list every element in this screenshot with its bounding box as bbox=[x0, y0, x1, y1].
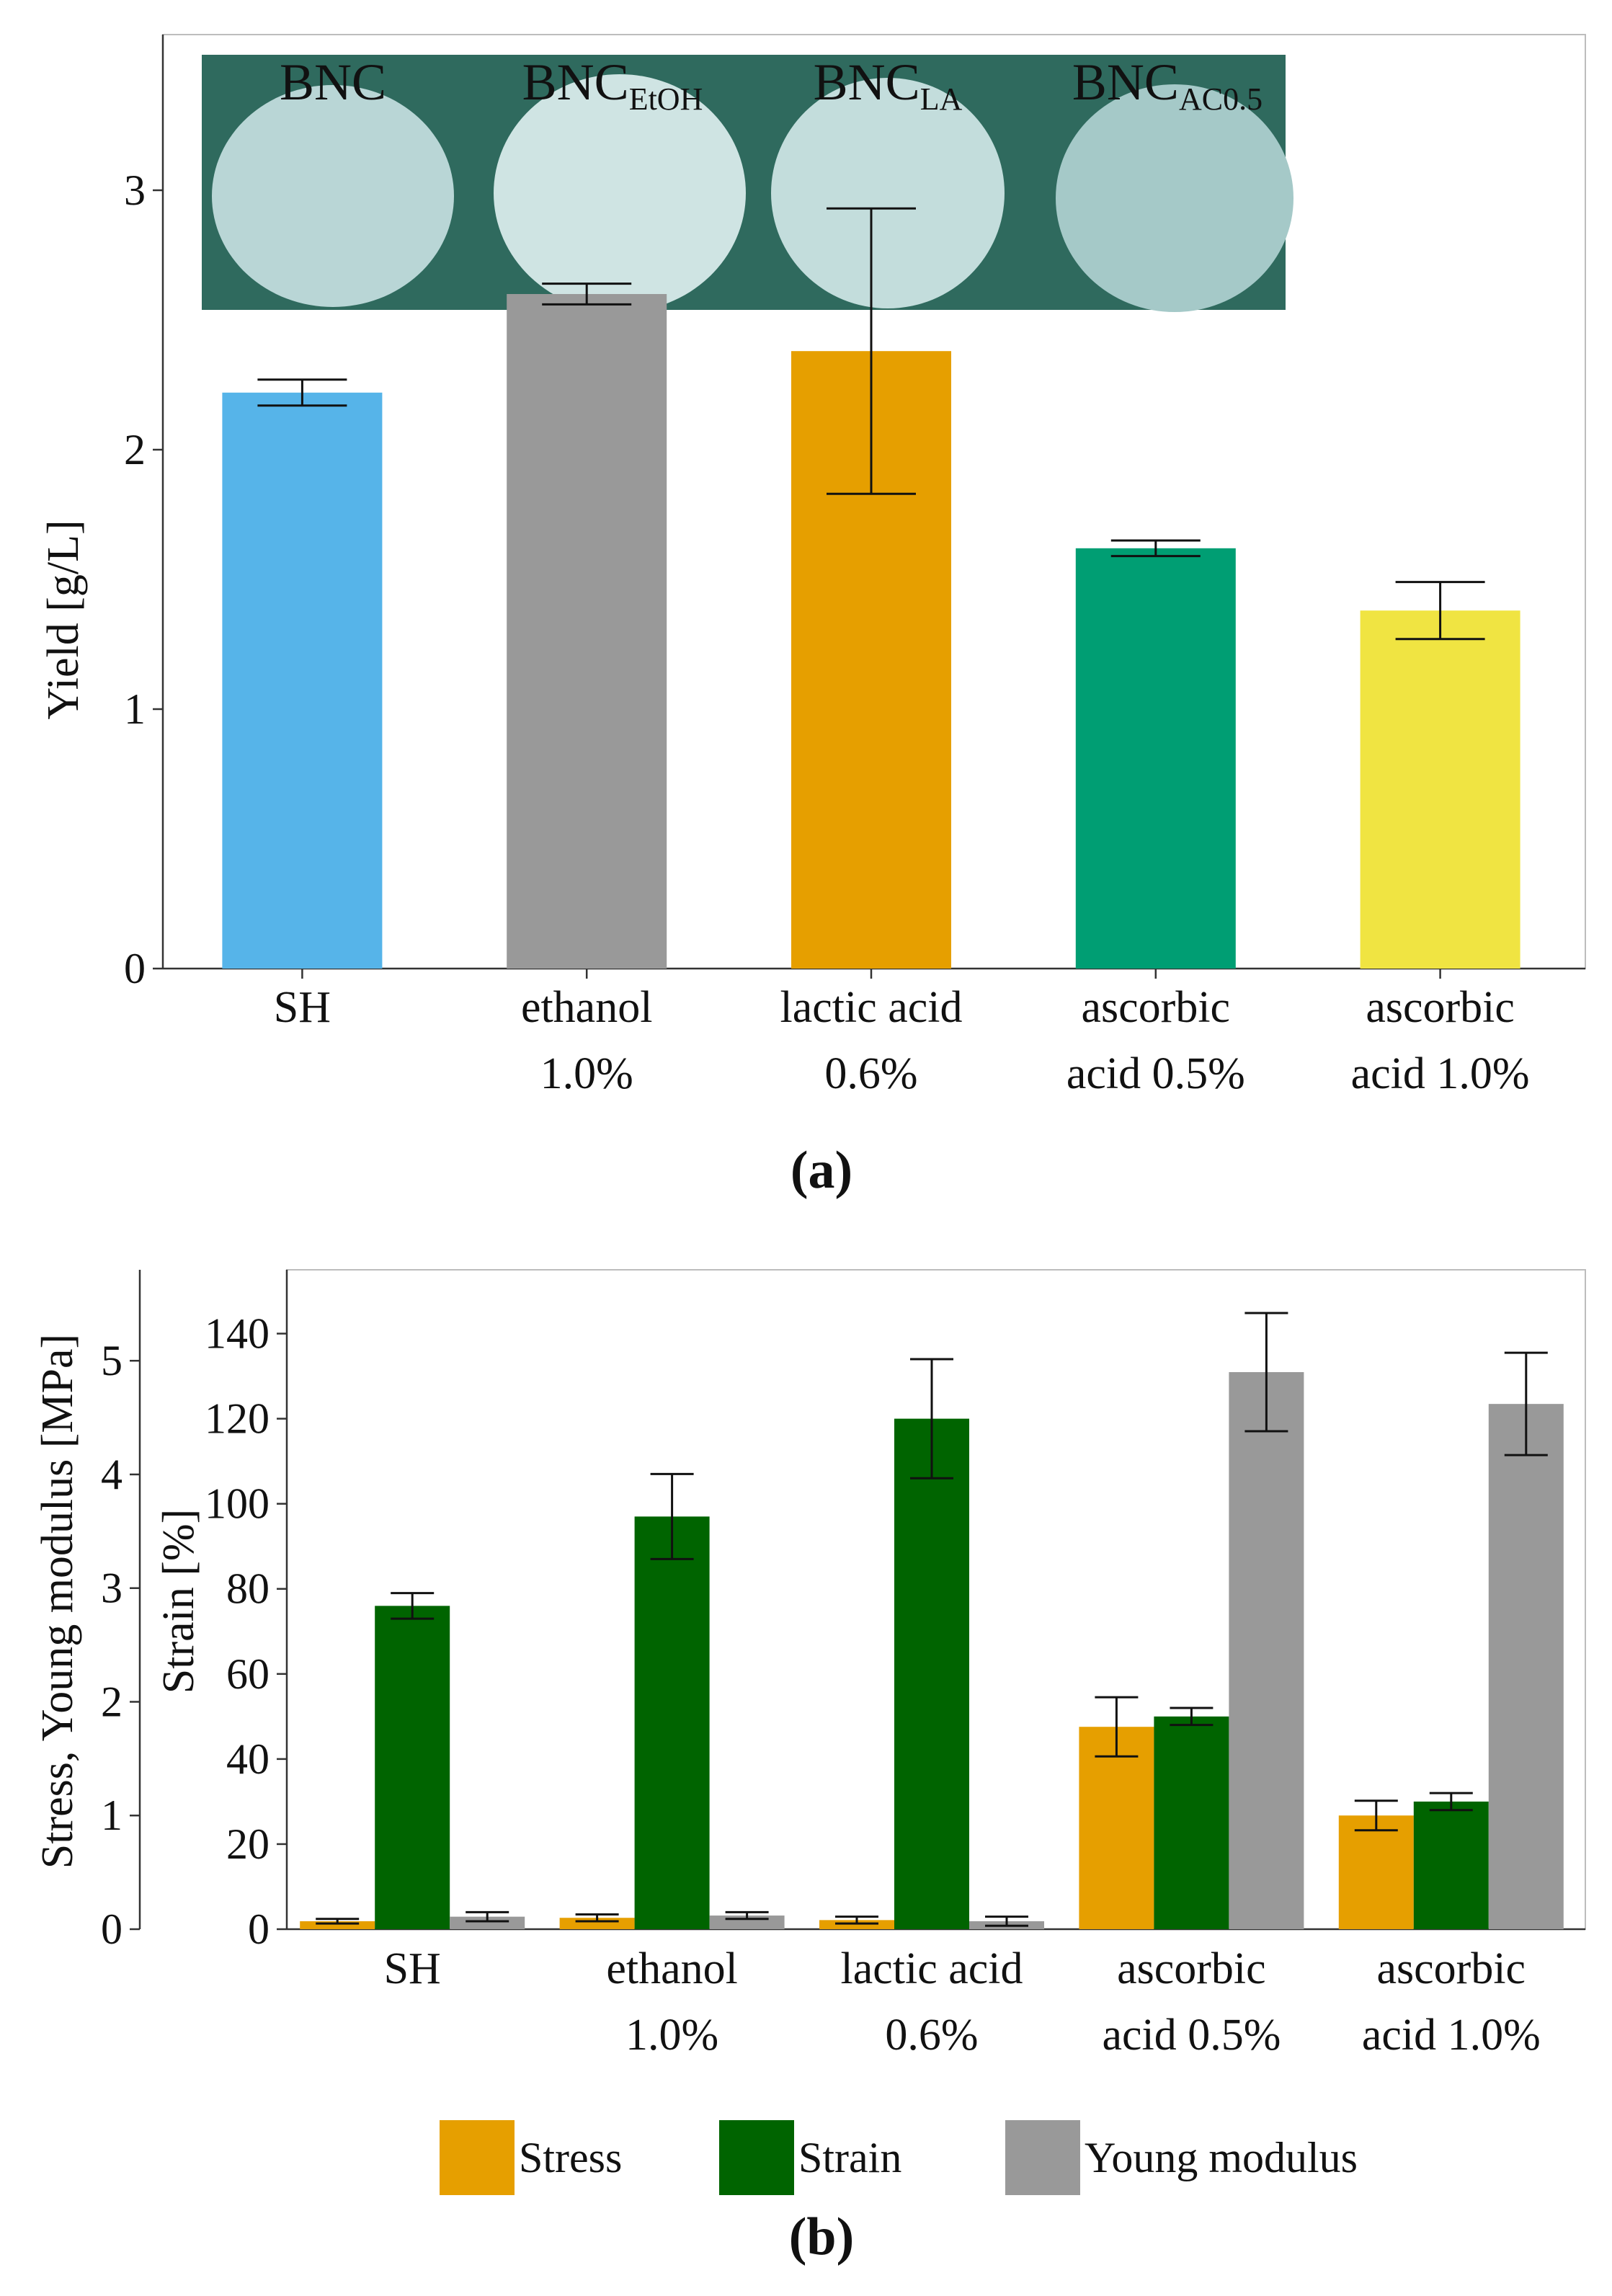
panel-b-left-y-axis-label: Stress, Young modulus [MPa] bbox=[33, 1334, 82, 1869]
panel-a-x-tick-label: 0.6% bbox=[824, 1049, 917, 1098]
bar-yield-sh bbox=[222, 392, 383, 969]
photo-label-bnc-la: BNCLA bbox=[814, 53, 963, 117]
panel-b-legend: Stress Strain Young modulus bbox=[440, 2120, 1358, 2195]
bar-young-modulus-sh bbox=[450, 1916, 525, 1929]
legend-swatch-stress bbox=[440, 2120, 515, 2195]
photo-label-bnc-ac0-5: BNCAC0.5 bbox=[1072, 53, 1263, 117]
legend-label-strain: Strain bbox=[798, 2134, 901, 2181]
panel-b-strain-y-tick-label: 40 bbox=[226, 1735, 270, 1783]
panel-b-left-y-tick-label: 3 bbox=[101, 1565, 123, 1612]
legend-label-stress: Stress bbox=[519, 2134, 622, 2181]
bar-strain-ethanol-1-0 bbox=[634, 1516, 710, 1929]
membrane-bnc-etoh bbox=[494, 74, 746, 312]
panel-b-x-tick-label: ascorbic bbox=[1117, 1944, 1266, 1993]
bar-stress-lactic-acid-0-6 bbox=[819, 1920, 894, 1929]
bar-strain-ascorbic-acid-0-5 bbox=[1154, 1716, 1229, 1929]
panel-b-strain-y-tick-label: 100 bbox=[205, 1480, 270, 1528]
panel-b-strain-y-axis-label: Strain [%] bbox=[154, 1509, 203, 1694]
bar-yield-ascorbic-acid-1-0 bbox=[1360, 610, 1520, 969]
panel-b-strain-y-tick-label: 60 bbox=[226, 1650, 270, 1698]
bar-stress-ascorbic-acid-0-5 bbox=[1079, 1727, 1154, 1929]
membrane-bnc-ac05 bbox=[1056, 84, 1293, 312]
bar-stress-sh bbox=[300, 1921, 375, 1929]
panel-b-x-tick-label: acid 1.0% bbox=[1362, 2011, 1541, 2060]
panel-a-x-tick-label: acid 0.5% bbox=[1066, 1049, 1245, 1098]
panel-a-x-tick-label: acid 1.0% bbox=[1351, 1049, 1530, 1098]
panel-b-x-tick-label: lactic acid bbox=[841, 1944, 1023, 1993]
panel-b-left-y-tick-label: 5 bbox=[101, 1337, 123, 1384]
panel-a-y-tick-label: 2 bbox=[124, 426, 146, 473]
panel-b-left-y-tick-label: 1 bbox=[101, 1792, 123, 1839]
panel-b-x-tick-label: ascorbic bbox=[1377, 1944, 1526, 1993]
panel-b-mechanical-chart: 0 1 2 3 4 5 0 20 40 60 80 100 120 140 Stress, Young … bbox=[33, 1269, 1586, 2266]
panel-a-y-axis-label: Yield [g/L] bbox=[39, 520, 88, 719]
photo-label-bnc-etoh: BNCEtOH bbox=[522, 53, 703, 117]
panel-a-y-tick-label: 3 bbox=[124, 166, 146, 214]
bar-strain-sh bbox=[375, 1606, 450, 1929]
panel-b-strain-y-tick-label: 20 bbox=[226, 1820, 270, 1868]
panel-b-x-tick-label: 0.6% bbox=[885, 2011, 978, 2060]
panel-b-x-tick-label: ethanol bbox=[606, 1944, 738, 1993]
panel-a-y-tick-label: 1 bbox=[124, 685, 146, 733]
panel-a-x-tick-label: ascorbic bbox=[1366, 983, 1515, 1032]
panel-a-yield-chart: BNC BNCEtOH BNCLA BNCAC0.5 0 1 2 3 Yield [g/L]… bbox=[39, 34, 1586, 1200]
panel-a-x-tick-label: ethanol bbox=[521, 983, 653, 1032]
panel-b-left-y-tick-label: 0 bbox=[101, 1905, 123, 1953]
panel-b-strain-y-tick-label: 80 bbox=[226, 1565, 270, 1613]
panel-a-label: (a) bbox=[791, 1141, 852, 1200]
bar-strain-ascorbic-acid-1-0 bbox=[1413, 1801, 1489, 1929]
panel-b-x-tick-label: acid 0.5% bbox=[1102, 2011, 1281, 2060]
bar-yield-ethanol-1-0 bbox=[507, 294, 667, 969]
legend-swatch-young-modulus bbox=[1005, 2120, 1080, 2195]
panel-b-strain-y-tick-label: 0 bbox=[248, 1905, 270, 1953]
panel-b-strain-y-tick-label: 120 bbox=[205, 1395, 270, 1443]
panel-b-left-y-tick-label: 4 bbox=[101, 1451, 123, 1498]
panel-b-x-tick-label: SH bbox=[384, 1944, 441, 1993]
panel-b-label: (b) bbox=[789, 2207, 854, 2266]
bar-yield-ascorbic-acid-0-5 bbox=[1075, 548, 1236, 969]
panel-b-x-tick-label: 1.0% bbox=[625, 2011, 718, 2060]
membrane-bnc bbox=[212, 85, 454, 307]
panel-b-left-y-tick-label: 2 bbox=[101, 1678, 123, 1725]
bar-strain-lactic-acid-0-6 bbox=[894, 1418, 969, 1929]
panel-b-strain-y-tick-label: 140 bbox=[205, 1310, 270, 1358]
legend-label-young-modulus: Young modulus bbox=[1085, 2134, 1358, 2181]
bar-stress-ascorbic-acid-1-0 bbox=[1338, 1815, 1414, 1929]
legend-swatch-strain bbox=[719, 2120, 794, 2195]
photo-label-bnc: BNC bbox=[280, 53, 386, 111]
panel-a-x-tick-label: 1.0% bbox=[540, 1049, 633, 1098]
panel-a-x-tick-label: lactic acid bbox=[780, 983, 963, 1032]
panel-a-y-tick-label: 0 bbox=[124, 945, 146, 992]
membrane-bnc-la bbox=[771, 78, 1005, 308]
panel-a-x-tick-label: SH bbox=[274, 983, 331, 1032]
bar-young-modulus-ascorbic-acid-1-0 bbox=[1488, 1404, 1564, 1929]
membrane-photo-inset: BNC BNCEtOH BNCLA BNCAC0.5 bbox=[202, 53, 1293, 312]
panel-a-x-tick-label: ascorbic bbox=[1082, 983, 1231, 1032]
bar-young-modulus-ascorbic-acid-0-5 bbox=[1229, 1371, 1304, 1929]
